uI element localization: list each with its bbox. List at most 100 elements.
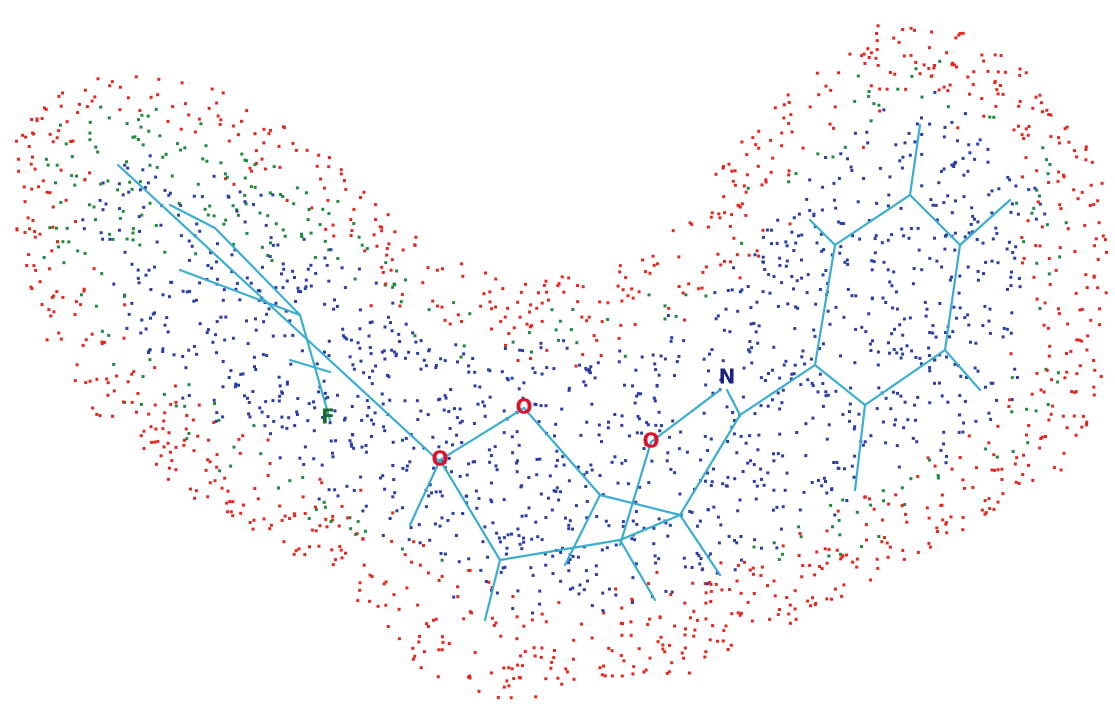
- surface-dot: [641, 259, 644, 262]
- surface-dot: [1041, 436, 1044, 439]
- surface-dot: [942, 442, 945, 445]
- surface-dot: [607, 421, 610, 424]
- surface-dot: [478, 497, 481, 500]
- surface-dot: [1048, 257, 1051, 260]
- surface-dot: [790, 231, 793, 234]
- surface-dot: [247, 412, 250, 415]
- surface-dot: [234, 383, 237, 386]
- surface-dot: [981, 509, 984, 512]
- surface-dot: [294, 300, 297, 303]
- surface-dot: [138, 244, 141, 247]
- surface-dot: [57, 245, 60, 248]
- surface-dot: [138, 109, 141, 112]
- surface-dot: [753, 480, 756, 483]
- surface-dot: [466, 474, 469, 477]
- surface-dot: [751, 136, 754, 139]
- surface-dot: [326, 525, 329, 528]
- surface-dot: [427, 625, 430, 628]
- surface-dot: [670, 661, 673, 664]
- surface-dot: [887, 204, 890, 207]
- surface-dot: [1019, 100, 1022, 103]
- surface-dot: [1063, 452, 1066, 455]
- surface-dot: [840, 556, 843, 559]
- surface-dot: [817, 93, 820, 96]
- surface-dot: [841, 499, 844, 502]
- surface-dot: [479, 569, 482, 572]
- surface-dot: [436, 305, 439, 308]
- surface-dot: [601, 320, 604, 323]
- surface-dot: [192, 419, 195, 422]
- surface-dot: [1058, 312, 1061, 315]
- surface-dot: [530, 351, 533, 354]
- surface-dot: [740, 592, 743, 595]
- surface-dot: [920, 268, 923, 271]
- surface-dot: [193, 449, 196, 452]
- surface-dot: [148, 164, 151, 167]
- surface-dot: [67, 240, 70, 243]
- surface-dot: [401, 467, 404, 470]
- bond: [620, 540, 655, 600]
- surface-dot: [567, 277, 570, 280]
- surface-dot: [298, 457, 301, 460]
- surface-dot: [143, 430, 146, 433]
- surface-dot: [39, 233, 42, 236]
- surface-dot: [1022, 454, 1025, 457]
- surface-dot: [343, 419, 346, 422]
- surface-dot: [184, 102, 187, 105]
- surface-dot: [158, 134, 161, 137]
- surface-dot: [830, 488, 833, 491]
- surface-dot: [652, 354, 655, 357]
- surface-dot: [656, 262, 659, 265]
- surface-dot: [332, 563, 335, 566]
- surface-dot: [85, 338, 88, 341]
- surface-dot: [620, 607, 623, 610]
- surface-dot: [704, 602, 707, 605]
- surface-dot: [511, 667, 514, 670]
- surface-dot: [950, 121, 953, 124]
- surface-dot: [406, 465, 409, 468]
- surface-dot: [341, 328, 344, 331]
- surface-dot: [89, 380, 92, 383]
- surface-dot: [74, 313, 77, 316]
- surface-dot: [188, 383, 191, 386]
- surface-dot: [412, 447, 415, 450]
- surface-dot: [135, 411, 138, 414]
- surface-dot: [1066, 323, 1069, 326]
- surface-dot: [212, 421, 215, 424]
- surface-dot: [809, 105, 812, 108]
- surface-dot: [311, 529, 314, 532]
- surface-dot: [137, 138, 140, 141]
- surface-dot: [917, 551, 920, 554]
- surface-dot: [620, 424, 623, 427]
- surface-dot: [983, 305, 986, 308]
- surface-dot: [295, 549, 298, 552]
- surface-dot: [583, 588, 586, 591]
- surface-dot: [805, 198, 808, 201]
- surface-dot: [653, 264, 656, 267]
- surface-dot: [905, 521, 908, 524]
- surface-dot: [36, 117, 39, 120]
- surface-dot: [288, 479, 291, 482]
- surface-dot: [206, 331, 209, 334]
- surface-dot: [635, 510, 638, 513]
- surface-dot: [772, 346, 775, 349]
- surface-dot: [710, 438, 713, 441]
- surface-dot: [207, 264, 210, 267]
- surface-dot: [989, 308, 992, 311]
- surface-dot: [838, 252, 841, 255]
- surface-dot: [496, 592, 499, 595]
- surface-dot: [312, 400, 315, 403]
- surface-dot: [739, 499, 742, 502]
- surface-dot: [973, 158, 976, 161]
- surface-dot: [821, 209, 824, 212]
- surface-dot: [734, 568, 737, 571]
- surface-dot: [391, 511, 394, 514]
- surface-dot: [286, 199, 289, 202]
- surface-dot: [1083, 224, 1086, 227]
- surface-dot: [654, 424, 657, 427]
- surface-dot: [1077, 197, 1080, 200]
- surface-dot: [682, 292, 685, 295]
- surface-dot: [799, 532, 802, 535]
- surface-dot: [437, 648, 440, 651]
- surface-dot: [825, 597, 828, 600]
